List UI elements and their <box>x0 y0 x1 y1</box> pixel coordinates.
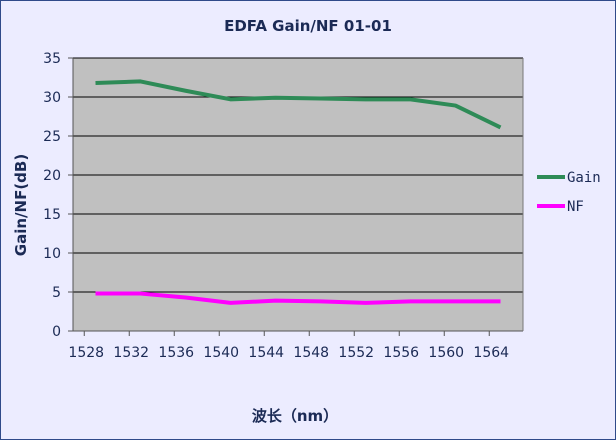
chart-title: EDFA Gain/NF 01-01 <box>224 17 392 35</box>
series-line-nf <box>95 291 501 305</box>
legend-label-gain: Gain <box>567 170 601 186</box>
x-tick-label: 1540 <box>203 345 239 361</box>
y-tick-label: 0 <box>52 324 61 340</box>
series-lines <box>95 79 502 305</box>
y-tick-label: 35 <box>43 51 61 67</box>
x-axis-label: 波长（nm） <box>252 407 338 425</box>
y-tick-label: 30 <box>43 90 61 106</box>
legend: Gain NF <box>537 170 601 215</box>
x-tick-label: 1544 <box>248 345 284 361</box>
y-tick-labels: 0 5 10 15 20 25 30 35 <box>43 51 61 340</box>
x-tick-label: 1548 <box>293 345 329 361</box>
x-tick-label: 1564 <box>473 345 509 361</box>
y-tick-label: 10 <box>43 246 61 262</box>
y-tick-label: 25 <box>43 129 61 145</box>
x-tick-label: 1536 <box>158 345 194 361</box>
x-tick-label: 1528 <box>68 345 104 361</box>
x-tick-label: 1532 <box>113 345 149 361</box>
y-tick-label: 5 <box>52 285 61 301</box>
legend-label-nf: NF <box>567 199 584 215</box>
x-tick-label: 1556 <box>383 345 419 361</box>
y-tick-label: 15 <box>43 207 61 223</box>
axes <box>68 57 524 336</box>
x-tick-labels: 1528 1532 1536 1540 1544 1548 1552 1556 1560 1564 <box>68 345 509 361</box>
x-tick-label: 1552 <box>338 345 374 361</box>
y-axis-label: Gain/NF(dB) <box>12 154 30 256</box>
y-tick-label: 20 <box>43 168 61 184</box>
series-line-gain <box>95 79 502 130</box>
x-tick-label: 1560 <box>428 345 464 361</box>
